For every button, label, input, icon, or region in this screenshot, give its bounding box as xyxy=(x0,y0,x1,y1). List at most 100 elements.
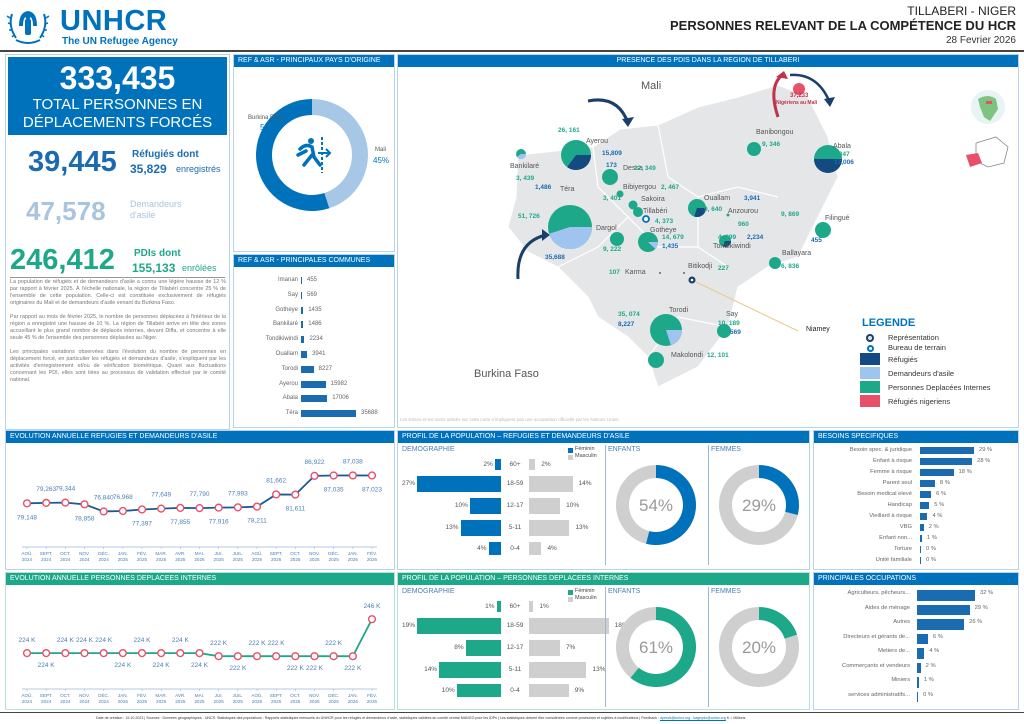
origin-title: REF & ASR - PRINCIPAUX PAYS D'ORIGINE xyxy=(234,55,394,67)
x-tick-label: 2025 xyxy=(156,699,167,704)
bar-row: Directeurs et gérants de... 6 % xyxy=(814,633,1018,648)
commune-bar xyxy=(301,410,356,418)
bar-value: 0 % xyxy=(926,557,936,563)
commune-row: Ouallam 3941 xyxy=(234,349,394,361)
data-label: 222 K xyxy=(210,640,228,647)
bar-label: Vieillard à risque xyxy=(869,513,912,519)
footer-note: K = Millions xyxy=(726,716,746,720)
x-tick-label: MAR. xyxy=(155,551,166,556)
place-pdi-value: 12, 349 xyxy=(634,165,656,172)
tillaberi-region-shape xyxy=(507,84,839,388)
age-group-label: 12-17 xyxy=(506,502,524,509)
male-bar xyxy=(529,640,560,656)
data-label: 87,035 xyxy=(324,486,344,493)
x-tick-label: 2026 xyxy=(348,699,359,704)
commune-name: Say xyxy=(287,291,298,298)
legend-masculin-swatch xyxy=(568,597,573,602)
demographie-label: DEMOGRAPHIE xyxy=(402,446,455,453)
bar xyxy=(920,513,928,520)
bar-row: Besoin spec. & juridique 29 % xyxy=(814,446,1018,457)
origin-slice-mali xyxy=(312,99,369,209)
communes-title: REF & ASR - PRINCIPALES COMMUNES xyxy=(234,255,394,267)
female-pct: 1% xyxy=(485,602,495,610)
enfants-pct: 54% xyxy=(639,496,673,515)
bar-label: Femme à risque xyxy=(870,469,912,475)
bar xyxy=(917,648,925,659)
bar-row: Autres 26 % xyxy=(814,618,1018,633)
data-point xyxy=(22,649,32,658)
page-title: PERSONNES RELEVANT DE LA COMPÉTENCE DU H… xyxy=(670,18,1016,33)
female-pct: 4% xyxy=(477,544,487,552)
data-label: 224 K xyxy=(134,637,152,644)
data-point xyxy=(214,503,223,512)
evo-ref-title: EVOLUTION ANNUELLE REFUGIES ET DEMANDEUR… xyxy=(6,431,394,443)
refugies-registered-value: 35,829 xyxy=(130,162,167,176)
x-tick-label: AOÛ. xyxy=(251,692,262,698)
place-pdi-value: 51, 726 xyxy=(518,213,540,220)
footer-sources: Date de création : 19.10.2023 | Sources … xyxy=(96,716,659,720)
logo-wordmark: UNHCR xyxy=(60,5,168,37)
x-tick-label: 2025 xyxy=(137,699,148,704)
map-title: PRESENCE DES PDIs DANS LA REGION DE TILL… xyxy=(398,55,1018,67)
x-tick-label: 2025 xyxy=(290,557,301,562)
data-label: 224 K xyxy=(172,637,190,644)
place-pdi-value: 6, 836 xyxy=(781,263,800,270)
asile-label-2: d'asile xyxy=(130,210,156,220)
data-label: 222 K xyxy=(287,665,305,672)
commune-value: 15982 xyxy=(330,380,348,387)
refugies-registered-label: enregistrés xyxy=(176,164,221,174)
bar xyxy=(920,557,921,564)
data-label: 81,611 xyxy=(286,506,306,513)
nigerians-label: Nigériens au Mali xyxy=(776,100,818,106)
besoins-title: BESOINS SPECIFIQUES xyxy=(814,431,1018,443)
legend-swatch xyxy=(860,367,880,379)
x-tick-label: DÉC. xyxy=(328,692,339,698)
legend-feminin: Féminin xyxy=(575,588,595,594)
bar-value: 5 % xyxy=(934,502,945,508)
femmes-label: FEMMES xyxy=(711,446,741,453)
x-tick-label: 2025 xyxy=(271,557,282,562)
bar-label: Miniers xyxy=(891,677,910,683)
evo-pdi-title: EVOLUTION ANNUELLE PERSONNES DEPLACEES I… xyxy=(6,573,394,585)
x-tick-label: 2024 xyxy=(41,699,52,704)
demographie-label: DEMOGRAPHIE xyxy=(402,588,455,595)
pdi-bubble xyxy=(602,169,618,185)
commune-bar xyxy=(301,336,305,344)
pdi-bubble xyxy=(633,207,643,217)
data-point xyxy=(157,649,166,658)
commune-row: Téra 35688 xyxy=(234,408,394,420)
x-tick-label: OCT. xyxy=(60,693,70,698)
female-bar xyxy=(456,684,501,697)
x-tick-label: OCT. xyxy=(60,551,70,556)
x-tick-label: JAN. xyxy=(348,551,358,556)
x-tick-label: JUIL. xyxy=(232,551,243,556)
commune-value: 1435 xyxy=(308,306,322,313)
narrative-paragraph-3: Les principales variations observées dan… xyxy=(10,349,226,383)
origin-label-burkina: Burkina Faso xyxy=(248,115,284,121)
data-point xyxy=(214,652,223,661)
bar-value: 0 % xyxy=(923,691,933,698)
origin-pct-burkina: 55% xyxy=(260,123,277,132)
place-pdi-value: 35, 074 xyxy=(618,311,640,318)
bar-value: 29 % xyxy=(974,604,988,611)
bar xyxy=(920,502,930,509)
commune-bar xyxy=(301,291,302,299)
x-tick-label: 2024 xyxy=(22,557,33,562)
legend-feminin: Féminin xyxy=(575,446,595,452)
data-point xyxy=(99,649,108,658)
commune-bar xyxy=(301,395,328,403)
femmes-donut: 20% xyxy=(718,607,799,687)
female-pct: 8% xyxy=(454,644,464,651)
bar-label: Directeurs et gérants de... xyxy=(843,633,910,640)
data-label: 79,344 xyxy=(55,486,75,493)
bar-row: Enfant non... 1 % xyxy=(814,534,1018,545)
legend-item: Réfugiés nigeriens xyxy=(860,395,1015,408)
footer-emails[interactable]: dpersis@unhcr.org - bagnydo@unhcr.org xyxy=(660,716,726,720)
x-tick-label: NOV. xyxy=(79,551,90,556)
age-group-label: 0-4 xyxy=(510,686,520,694)
x-tick-label: JAN. xyxy=(348,693,358,698)
map-labels: Ayerou 26, 161 15,809 173 Bankilaré 3, 439 1,4… xyxy=(398,67,1018,427)
map-disclaimer: Les limites et les noms utilisés sur cet… xyxy=(400,417,620,422)
bar-row: services administratifs... 0 % xyxy=(814,691,1018,706)
x-tick-label: 2024 xyxy=(99,557,110,562)
